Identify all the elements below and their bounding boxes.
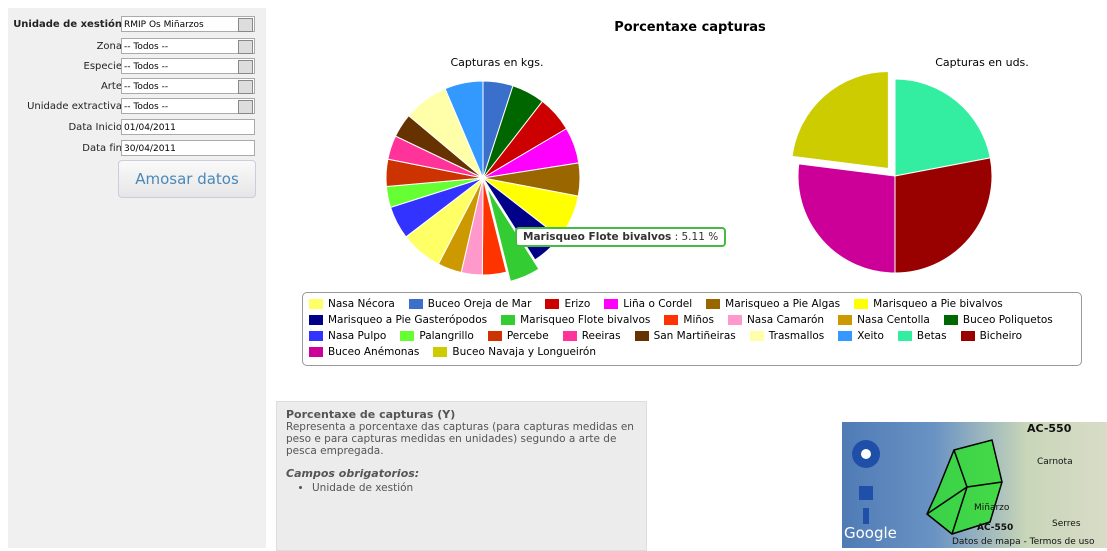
required-list: Unidade de xestión (312, 482, 646, 494)
legend-label: Marisqueo a Pie bivalvos (873, 298, 1003, 310)
tooltip: Marisqueo Flote bivalvos : 5.11 % (515, 227, 726, 247)
info-panel: Porcentaxe de capturas (Y) Representa a … (276, 401, 647, 551)
legend-swatch (898, 331, 912, 341)
legend-label: Nasa Centolla (857, 314, 930, 326)
map-label: Datos de mapa - Termos de uso (952, 537, 1095, 547)
legend-swatch (664, 315, 678, 325)
map-graphic: AC-550 Carnota Miñarzo AC-550 Serres Google Da… (842, 422, 1107, 548)
legend-label: Buceo Anémonas (328, 346, 419, 358)
legend-item[interactable]: Bicheiro (961, 329, 1022, 342)
map-label: AC-550 (977, 523, 1013, 533)
page: Unidade de xestiónRMIP Os MiñarzosZona--… (0, 0, 1107, 548)
required-item: Unidade de xestión (312, 482, 646, 494)
legend-label: Buceo Poliquetos (963, 314, 1053, 326)
tooltip-value: 5.11 % (682, 231, 719, 243)
legend-item[interactable]: Palangrillo (400, 329, 473, 342)
legend-swatch (563, 331, 577, 341)
map-label: Carnota (1037, 457, 1073, 467)
legend-label: Reeiras (582, 330, 621, 342)
legend-label: Xeito (857, 330, 884, 342)
legend-swatch (944, 315, 958, 325)
legend-swatch (488, 331, 502, 341)
legend-item[interactable]: Nasa Camarón (728, 313, 824, 326)
legend-item[interactable]: Liña o Cordel (604, 297, 692, 310)
info-text: Representa a porcentaxe das capturas (pa… (286, 421, 646, 457)
legend-swatch (309, 315, 323, 325)
legend-item[interactable]: Marisqueo a Pie Gasterópodos (309, 313, 487, 326)
legend-item[interactable]: Erizo (545, 297, 590, 310)
tooltip-name: Marisqueo Flote bivalvos (523, 231, 671, 243)
legend-swatch (309, 299, 323, 309)
legend-swatch (409, 299, 423, 309)
map-label: Google (844, 524, 897, 542)
legend-item[interactable]: Buceo Oreja de Mar (409, 297, 532, 310)
legend-item[interactable]: Buceo Poliquetos (944, 313, 1053, 326)
legend-swatch (854, 299, 868, 309)
legend-item[interactable]: Percebe (488, 329, 549, 342)
map[interactable]: AC-550 Carnota Miñarzo AC-550 Serres Google Da… (842, 422, 1107, 548)
required-title: Campos obrigatorios: (286, 467, 419, 480)
map-label: Serres (1052, 519, 1081, 529)
legend-label: Marisqueo Flote bivalvos (520, 314, 650, 326)
legend-item[interactable]: Miños (664, 313, 714, 326)
legend-label: Palangrillo (419, 330, 473, 342)
legend-swatch (838, 331, 852, 341)
legend-label: Betas (917, 330, 947, 342)
legend-label: Percebe (507, 330, 549, 342)
legend-label: Buceo Oreja de Mar (428, 298, 532, 310)
legend-label: Erizo (564, 298, 590, 310)
legend-swatch (635, 331, 649, 341)
legend-label: Bicheiro (980, 330, 1022, 342)
legend-swatch (604, 299, 618, 309)
legend-item[interactable]: Nasa Pulpo (309, 329, 386, 342)
legend-label: Nasa Nécora (328, 298, 395, 310)
legend-label: Nasa Camarón (747, 314, 824, 326)
legend-swatch (309, 331, 323, 341)
chart-title: Capturas en uds. (935, 56, 1029, 69)
legend-label: Liña o Cordel (623, 298, 692, 310)
legend-item[interactable]: San Martiñeiras (635, 329, 736, 342)
pie-slice: Buceo Navaja y Longueirón (792, 71, 888, 168)
legend-swatch (501, 315, 515, 325)
pie-slice: Buceo Anémonas (798, 164, 895, 273)
legend-swatch (433, 347, 447, 357)
legend-swatch (728, 315, 742, 325)
legend-item[interactable]: Trasmallos (750, 329, 824, 342)
legend-item[interactable]: Buceo Anémonas (309, 345, 419, 358)
legend-item[interactable]: Reeiras (563, 329, 621, 342)
pie-slice: Bicheiro (895, 158, 992, 273)
legend-label: Trasmallos (769, 330, 824, 342)
legend-swatch (750, 331, 764, 341)
legend-item[interactable]: Marisqueo a Pie bivalvos (854, 297, 1003, 310)
page-title: Porcentaxe capturas (614, 20, 766, 35)
legend-label: Marisqueo a Pie Algas (725, 298, 840, 310)
info-title: Porcentaxe de capturas (Y) (286, 408, 646, 421)
legend-swatch (545, 299, 559, 309)
legend-item[interactable]: Marisqueo a Pie Algas (706, 297, 840, 310)
legend-swatch (400, 331, 414, 341)
legend-item[interactable]: Xeito (838, 329, 884, 342)
legend-swatch (309, 347, 323, 357)
legend-swatch (838, 315, 852, 325)
legend-label: San Martiñeiras (654, 330, 736, 342)
chart-title: Capturas en kgs. (451, 56, 544, 69)
legend-label: Miños (683, 314, 714, 326)
legend-label: Buceo Navaja y Longueirón (452, 346, 596, 358)
legend-label: Marisqueo a Pie Gasterópodos (328, 314, 487, 326)
legend-swatch (706, 299, 720, 309)
legend-item[interactable]: Nasa Centolla (838, 313, 930, 326)
legend: Nasa Nécora Buceo Oreja de Mar Erizo Liña o… (302, 292, 1082, 366)
map-label: AC-550 (1027, 422, 1072, 435)
map-label: Miñarzo (974, 503, 1010, 513)
legend-swatch (961, 331, 975, 341)
legend-label: Nasa Pulpo (328, 330, 386, 342)
legend-item[interactable]: Marisqueo Flote bivalvos (501, 313, 650, 326)
legend-item[interactable]: Buceo Navaja y Longueirón (433, 345, 596, 358)
legend-item[interactable]: Betas (898, 329, 947, 342)
legend-item[interactable]: Nasa Nécora (309, 297, 395, 310)
